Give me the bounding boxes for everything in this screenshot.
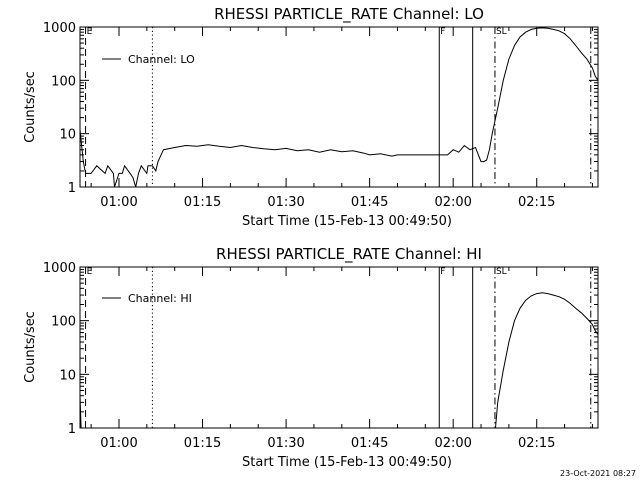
y-axis-label: Counts/sec [23, 311, 38, 383]
x-tick-label: 02:00 [434, 195, 471, 210]
legend-label: Channel: LO [128, 53, 195, 66]
x-tick-label: 01:15 [184, 436, 221, 451]
event-marker-label: SL [496, 267, 507, 277]
x-tick-label: 02:15 [518, 436, 555, 451]
event-marker-label: F [440, 27, 445, 37]
footer-timestamp: 23-Oct-2021 08:27 [560, 469, 636, 478]
x-tick-label: 01:30 [267, 195, 304, 210]
y-tick-label: 10 [59, 368, 76, 383]
y-tick-label: 1 [68, 181, 76, 196]
y-tick-label: 1000 [43, 21, 76, 36]
x-tick-label: 01:30 [267, 436, 304, 451]
chart-title: RHESSI PARTICLE_RATE Channel: LO [214, 5, 484, 24]
plot-frame [79, 266, 599, 429]
event-markers: E F SL [85, 27, 592, 187]
plot-frame [79, 26, 599, 188]
event-marker-label: E [87, 27, 93, 37]
x-tick-label: 02:00 [434, 436, 471, 451]
axis-ticks: 1 10 100 1000 01:00 01:15 01:30 01:45 02:00 02:15 [43, 261, 598, 451]
series-line [495, 292, 599, 429]
series-line [79, 27, 599, 188]
axis-ticks: 1 10 100 1000 01:00 01:15 01:30 01:45 02:00 02:15 [43, 21, 598, 210]
x-axis-label: Start Time (15-Feb-13 00:49:50) [242, 214, 452, 229]
y-tick-label: 100 [51, 74, 76, 89]
y-axis-label: Counts/sec [23, 71, 38, 143]
event-markers: E F SL [85, 267, 592, 428]
x-tick-label: 02:15 [518, 195, 555, 210]
x-axis-label: Start Time (15-Feb-13 00:49:50) [242, 455, 452, 470]
y-tick-label: 1000 [43, 261, 76, 276]
x-tick-label: 01:15 [184, 195, 221, 210]
x-tick-label: 01:00 [100, 436, 137, 451]
event-marker-label: SL [496, 27, 507, 37]
data-series [79, 27, 599, 188]
event-marker-label: F [440, 267, 445, 277]
event-marker-label: E [87, 267, 93, 277]
data-series [79, 292, 599, 429]
x-tick-label: 01:45 [351, 436, 388, 451]
chart-title: RHESSI PARTICLE_RATE Channel: HI [216, 245, 482, 264]
x-tick-label: 01:00 [100, 195, 137, 210]
y-tick-label: 1 [68, 422, 76, 437]
x-tick-label: 01:45 [351, 195, 388, 210]
series-line [79, 395, 82, 429]
lo-channel-panel: RHESSI PARTICLE_RATE Channel: LO Start T… [23, 5, 599, 229]
y-tick-label: 100 [51, 315, 76, 330]
legend-label: Channel: HI [128, 292, 192, 305]
hi-channel-panel: RHESSI PARTICLE_RATE Channel: HI Start T… [23, 245, 599, 470]
y-tick-label: 10 [59, 128, 76, 143]
